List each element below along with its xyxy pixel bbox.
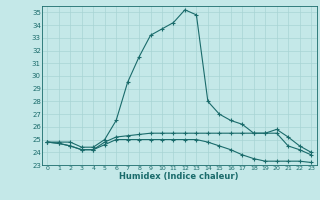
X-axis label: Humidex (Indice chaleur): Humidex (Indice chaleur) xyxy=(119,172,239,181)
